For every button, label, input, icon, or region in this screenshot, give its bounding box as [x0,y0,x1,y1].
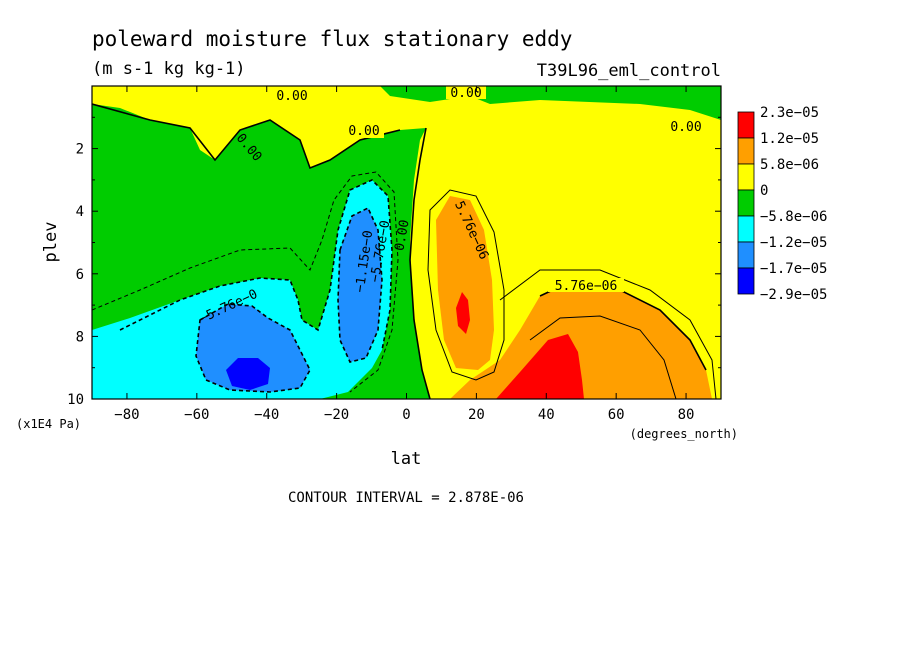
x-tick-label: −40 [254,407,279,423]
contour-label: 0.00 [670,120,701,135]
colorbar-label: −1.2e−05 [760,235,827,251]
colorbar-label: 5.8e−06 [760,157,819,173]
y-axis: 2 4 6 8 10 [67,116,721,408]
chart-subtitle: (m s-1 kg kg-1) [92,59,246,79]
colorbar-label: −5.8e−06 [760,209,827,225]
positive-contour-1 [427,189,505,381]
y-axis-units: (x1E4 Pa) [16,417,81,431]
contour-label-bg [548,278,624,292]
chart-title: poleward moisture flux stationary eddy [92,27,572,51]
x-tick-label: −20 [324,407,349,423]
negative-contour-4 [337,206,383,363]
colorbar-label: 0 [760,183,768,199]
colorbar-swatch [737,215,755,243]
y-tick-label: 8 [76,329,84,345]
positive-contour-4 [529,315,677,399]
negative-contour-3 [195,303,311,393]
negative-contour-2 [119,179,393,351]
region-positive-3 [456,292,470,334]
x-axis-units: (degrees_north) [630,427,738,441]
positive-contour-2 [499,269,717,399]
x-tick-label: −80 [114,407,139,423]
y-tick-label: 4 [76,204,84,220]
x-tick-label: 60 [608,407,625,423]
contour-label: 0.00 [276,89,307,104]
experiment-label: T39L96_eml_control [537,61,721,81]
contour-label-bg [272,88,312,102]
y-axis-label: plev [41,222,61,263]
y-tick-label: 6 [76,267,84,283]
region-negative-1 [92,180,392,399]
zero-contour [409,127,431,399]
colorbar-label: 1.2e−05 [760,131,819,147]
negative-contour-lines [92,171,399,393]
region-negative-3 [226,358,270,390]
region-positive-4 [496,334,584,399]
contour-interval: CONTOUR INTERVAL = 2.878E-06 [288,490,524,506]
contour-label-bg [666,120,706,134]
zero-contour-upper [92,103,401,170]
x-tick-label: 20 [468,407,485,423]
x-tick-label: 80 [678,407,695,423]
contour-label-bg [344,124,384,138]
x-tick-label: 40 [538,407,555,423]
y-tick-label: 2 [76,142,84,158]
contour-label: 5.76e−06 [555,279,618,294]
contour-plot: 0.00 0.00 0.00 0.00 0.00 0.00 5.76e−06 5… [91,85,722,400]
region-positive-2 [450,282,712,399]
x-tick-label: −60 [184,407,209,423]
colorbar-label: −1.7e−05 [760,261,827,277]
colorbar-swatch [737,111,755,139]
y-tick-label: 10 [67,392,84,408]
region-slight-positive-left [92,86,300,102]
contour-label: 0.00 [348,124,379,139]
colorbar-swatch [737,163,755,191]
contour-label: 0.00 [450,86,481,101]
colorbar-swatch [737,241,755,269]
colorbar-swatch [737,189,755,217]
region-negative-2b [338,208,382,362]
colorbar-swatch [737,137,755,165]
x-axis: −80 −60 −40 −20 0 20 40 60 80 [114,86,694,423]
region-positive-1 [436,196,494,370]
contour-label: 0.00 [392,219,412,252]
colorbar: 2.3e−05 1.2e−05 5.8e−06 0 −5.8e−06 −1.2e−05 −1… [737,105,827,303]
colorbar-swatch [737,267,755,295]
colorbar-label: 2.3e−05 [760,105,819,121]
x-axis-label: lat [391,449,422,469]
x-tick-label: 0 [402,407,410,423]
colorbar-label: −2.9e−05 [760,287,827,303]
